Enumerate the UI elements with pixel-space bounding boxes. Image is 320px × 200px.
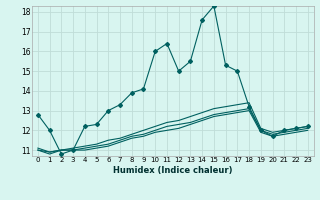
X-axis label: Humidex (Indice chaleur): Humidex (Indice chaleur)	[113, 166, 233, 175]
